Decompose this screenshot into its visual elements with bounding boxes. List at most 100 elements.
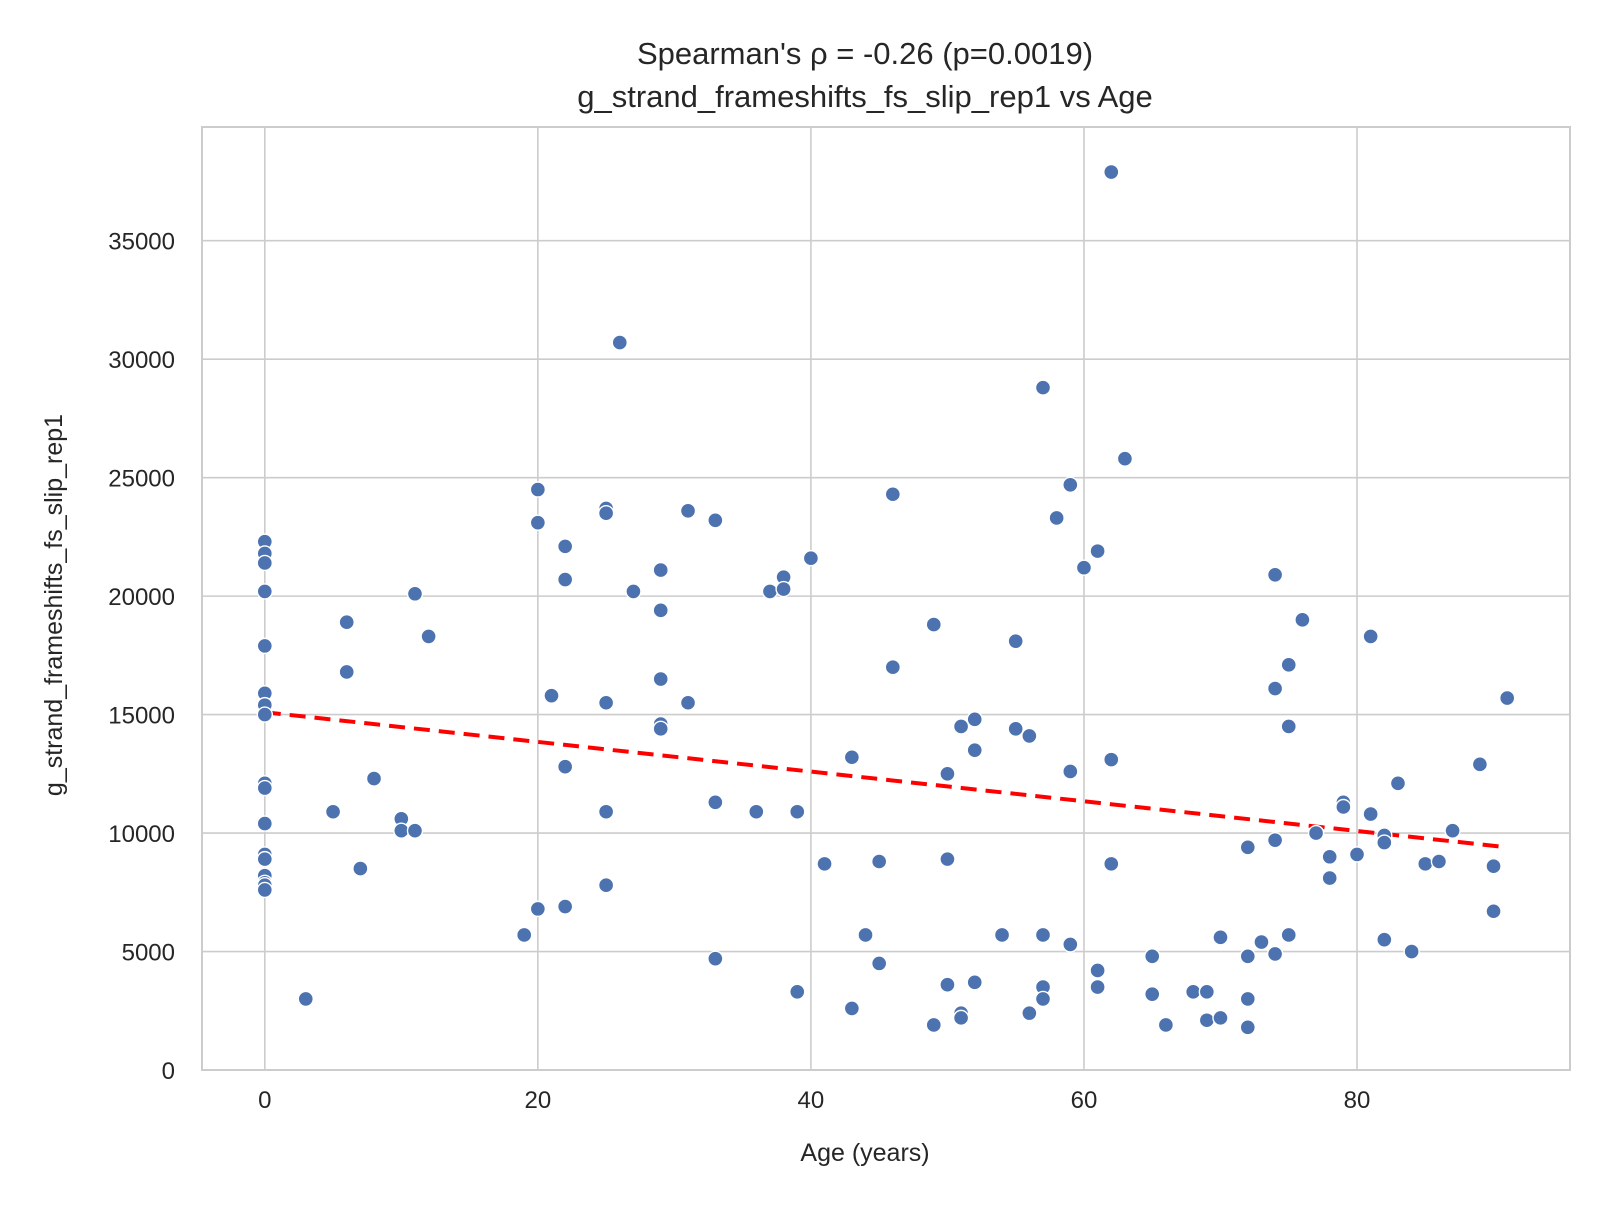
y-tick-label: 10000 — [108, 821, 175, 848]
data-point — [1239, 1019, 1256, 1036]
data-point — [652, 602, 669, 619]
data-point — [966, 741, 983, 759]
data-point — [1362, 628, 1379, 645]
data-point — [256, 850, 274, 868]
data-point — [1103, 855, 1120, 873]
data-point — [420, 628, 437, 645]
data-point — [1007, 720, 1024, 738]
data-point — [543, 687, 560, 704]
data-point — [1034, 990, 1052, 1008]
x-tick-label: 40 — [798, 1087, 825, 1114]
data-point — [406, 822, 424, 839]
y-axis-label: g_strand_frameshifts_fs_slip_rep1 — [40, 414, 68, 796]
data-point — [1335, 798, 1352, 816]
data-point — [939, 765, 956, 783]
data-point — [1157, 1016, 1175, 1034]
data-point — [256, 881, 274, 899]
x-tick-label: 80 — [1344, 1087, 1371, 1114]
data-point — [802, 550, 820, 567]
data-point — [1307, 824, 1325, 842]
data-point — [1471, 756, 1489, 773]
data-point — [597, 694, 615, 711]
data-point — [1417, 855, 1434, 873]
data-point — [1253, 933, 1270, 951]
data-point — [1184, 983, 1202, 1001]
data-point — [1198, 983, 1216, 1001]
data-point — [993, 926, 1011, 944]
data-point — [365, 770, 383, 787]
y-tick-label: 15000 — [108, 703, 175, 730]
x-tick-label: 60 — [1071, 1087, 1098, 1114]
chart-title-line-1: Spearman's ρ = -0.26 (p=0.0019) — [637, 36, 1093, 71]
data-point — [925, 1016, 942, 1034]
data-point — [870, 955, 888, 972]
data-point — [1198, 1012, 1216, 1029]
data-point — [338, 613, 355, 631]
data-point — [556, 758, 574, 775]
data-point — [1266, 680, 1284, 697]
y-tick-label: 35000 — [108, 229, 175, 256]
y-tick-label: 20000 — [108, 584, 175, 611]
data-point — [324, 803, 342, 820]
data-point — [1485, 858, 1502, 875]
data-point — [1075, 559, 1093, 576]
data-point — [1485, 903, 1502, 920]
data-point — [707, 950, 724, 967]
trend-layer — [264, 710, 1508, 850]
data-point — [789, 983, 806, 1001]
data-point — [925, 616, 942, 633]
data-point — [1321, 848, 1338, 865]
data-point — [1089, 962, 1106, 979]
data-point — [1444, 822, 1461, 839]
plot-frame — [201, 126, 1571, 1071]
data-point — [1280, 926, 1297, 944]
data-point — [1280, 718, 1297, 735]
data-point — [597, 876, 615, 894]
data-point — [1266, 831, 1284, 849]
data-point — [1266, 566, 1284, 584]
data-point — [952, 1009, 970, 1027]
data-point — [556, 898, 574, 915]
data-point — [884, 486, 902, 503]
data-point — [256, 779, 274, 797]
data-point — [256, 637, 274, 655]
data-point — [1034, 926, 1052, 944]
data-point — [1021, 727, 1038, 745]
data-point — [1212, 1009, 1229, 1027]
data-point — [1239, 839, 1256, 856]
data-point — [939, 850, 956, 868]
data-point — [1103, 751, 1120, 768]
data-point — [529, 900, 547, 918]
data-point — [529, 514, 547, 531]
data-point — [625, 583, 642, 600]
data-point — [1348, 846, 1366, 863]
chart-title-line-2: g_strand_frameshifts_fs_slip_rep1 vs Age — [577, 79, 1153, 114]
data-point — [1116, 450, 1134, 467]
data-point — [1239, 990, 1256, 1008]
y-tick-label: 5000 — [122, 940, 175, 967]
y-tick-label: 25000 — [108, 466, 175, 493]
data-point — [1376, 834, 1393, 851]
data-point — [256, 554, 274, 572]
data-point — [1389, 775, 1407, 792]
data-point — [1266, 945, 1284, 963]
data-point — [556, 571, 574, 588]
data-point — [352, 860, 369, 877]
data-point — [1089, 978, 1106, 996]
data-point — [1376, 931, 1393, 948]
data-point — [1007, 632, 1024, 650]
data-point — [256, 815, 274, 832]
data-point — [1362, 805, 1379, 823]
data-point — [1062, 936, 1079, 953]
data-point — [679, 694, 697, 711]
data-point — [1321, 869, 1338, 887]
data-point — [884, 659, 902, 676]
data-point — [789, 803, 806, 820]
data-point — [679, 502, 697, 520]
data-point — [597, 505, 615, 522]
y-tick-label: 30000 — [108, 347, 175, 374]
data-point — [707, 512, 724, 529]
data-point — [1239, 948, 1256, 965]
data-point — [857, 926, 874, 944]
